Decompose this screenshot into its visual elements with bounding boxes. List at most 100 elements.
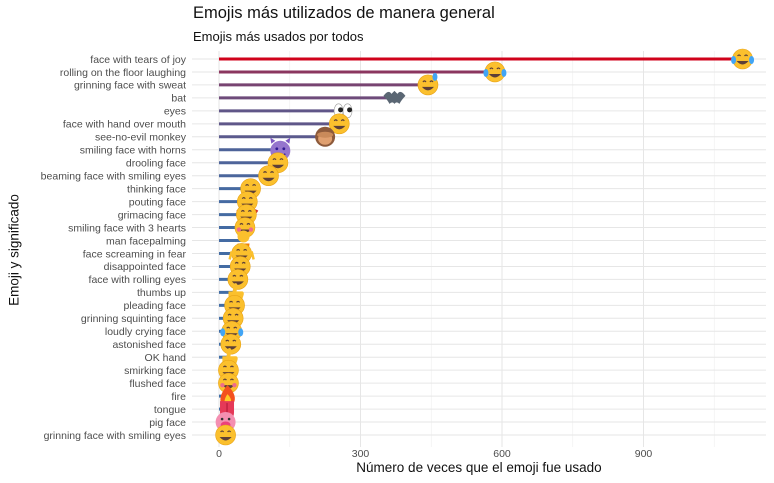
bat-emoji [383, 90, 406, 104]
eyes [263, 171, 275, 174]
blush-left [236, 227, 242, 232]
category-label: OK hand [145, 352, 187, 364]
head [237, 230, 250, 243]
mouth [271, 164, 284, 169]
face [328, 113, 350, 135]
category-label: thumbs up [137, 287, 186, 299]
eyes [227, 313, 239, 316]
mouth [219, 437, 232, 441]
eyes [245, 184, 257, 187]
eye-left [275, 147, 279, 151]
face [227, 269, 249, 290]
emoji-markers [215, 48, 755, 446]
monkey-hands [317, 131, 334, 138]
category-label: fire [171, 391, 186, 403]
x-tick-label: 300 [352, 448, 370, 460]
category-label: bat [171, 93, 186, 105]
tear-left [483, 68, 489, 77]
category-label: pouting face [129, 196, 186, 208]
mouth [333, 125, 346, 130]
tear-left [220, 328, 226, 337]
rolling-on-floor-laughing-emoji [483, 61, 507, 83]
eyes [226, 326, 238, 329]
eye-right [282, 147, 286, 151]
bat-shape [383, 90, 406, 104]
eyes [236, 248, 248, 251]
category-label: grinning face with sweat [74, 80, 186, 92]
blush-right [232, 382, 237, 388]
x-tick-label: 600 [493, 448, 511, 460]
beaming-face-emoji [258, 165, 279, 186]
tear-right [238, 328, 244, 337]
tear-right [501, 68, 507, 77]
eyes [222, 365, 234, 368]
category-label: smiling face with 3 hearts [68, 222, 186, 234]
eyes [232, 274, 244, 277]
horns [270, 137, 291, 144]
face [220, 333, 242, 355]
category-label: astonished face [112, 339, 186, 351]
eyes [225, 339, 237, 342]
see-no-evil-monkey-emoji [315, 126, 336, 147]
category-label: smirking face [124, 365, 186, 377]
pupil-left [338, 107, 344, 113]
face-with-tears-of-joy-emoji [731, 48, 755, 70]
category-label: see-no-evil monkey [95, 132, 187, 144]
category-label: disappointed face [104, 261, 186, 273]
hands [228, 251, 255, 260]
mouth [421, 86, 434, 91]
category-label: grinning face with smiling eyes [44, 430, 186, 442]
eyes [489, 67, 501, 70]
x-tick-label: 0 [216, 448, 222, 460]
mouth [736, 61, 749, 65]
category-label: drooling face [126, 158, 186, 170]
face [417, 74, 439, 96]
tear-right [749, 56, 755, 64]
category-label: man facepalming [106, 235, 186, 247]
category-label: face with hand over mouth [63, 119, 186, 131]
grinning-face-with-sweat-emoji [417, 72, 439, 96]
x-axis-title: Número de veces que el emoji fue usado [356, 460, 602, 475]
category-label: rolling on the floor laughing [60, 67, 186, 79]
eyes [241, 196, 253, 200]
face-with-hand-over-mouth-emoji [328, 113, 350, 135]
x-tick-label: 900 [635, 448, 653, 460]
category-label: pleading face [124, 300, 187, 312]
chart-subtitle: Emojis más usados por todos [193, 29, 364, 44]
category-label: grinning squinting face [81, 313, 186, 325]
eyes [234, 261, 246, 264]
eye-left [220, 417, 224, 421]
category-label: grimacing face [118, 209, 186, 221]
astonished-face-emoji [220, 333, 242, 355]
eyes [239, 222, 251, 225]
chart-title: Emojis más utilizados de manera general [193, 4, 495, 22]
category-label: face with rolling eyes [89, 274, 186, 286]
eyes [240, 209, 252, 213]
category-label: pig face [149, 417, 186, 429]
category-label: face screaming in fear [83, 248, 187, 260]
eyes [737, 54, 749, 57]
tear-left [731, 56, 737, 64]
category-label: thinking face [127, 183, 186, 195]
rolling-eyes-emoji [227, 269, 249, 290]
category-label: tongue [154, 404, 186, 416]
pupil-right [347, 107, 353, 113]
mouth [262, 177, 275, 182]
mouth [224, 346, 237, 350]
eyes [229, 300, 241, 303]
sweat-drop [432, 72, 438, 81]
eyes [422, 80, 434, 83]
eyes [272, 158, 284, 161]
grinning-smiling-eyes-emoji [215, 424, 236, 446]
eyes [222, 378, 234, 381]
eyes [333, 119, 345, 122]
bar-series [219, 57, 743, 437]
category-label: loudly crying face [105, 326, 186, 338]
category-label: smiling face with horns [80, 145, 186, 157]
category-label: flushed face [129, 378, 186, 390]
face [258, 165, 279, 186]
eye-right [227, 417, 231, 421]
category-label: face with tears of joy [90, 54, 186, 66]
